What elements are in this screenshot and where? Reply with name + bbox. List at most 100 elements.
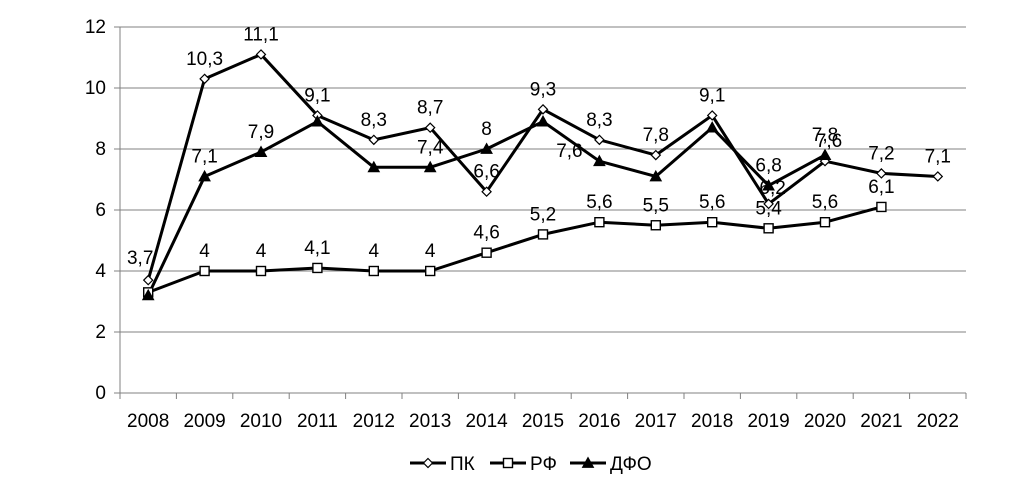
series-lines [141,49,944,301]
data-label: 4,1 [304,238,330,259]
x-tick-label: 2017 [635,411,677,432]
legend-item: РФ [490,454,557,475]
axes: 0 2 4 6 8 10 12 2008 2009 2010 2011 2012 2013 2014 201… [85,17,967,432]
point-marker-square [255,265,267,277]
point-marker-square [650,220,661,231]
point-marker-diamond [481,186,492,198]
x-tick-label: 2014 [465,411,508,432]
point-marker-diamond [422,457,434,469]
legend-label: ДФО [610,454,652,475]
data-label: 4 [199,241,210,262]
y-tick-label: 8 [95,139,106,160]
data-label: 5,6 [812,192,838,213]
point-marker-diamond [255,49,267,60]
point-marker-diamond [706,110,718,121]
point-marker-triangle [705,121,719,133]
legend-item: ДФО [570,454,652,475]
data-label: 7,6 [816,131,842,152]
data-label: 6,6 [473,162,499,183]
point-marker-triangle [254,145,268,157]
point-marker-diamond [142,274,154,286]
data-label: 9,1 [699,85,725,106]
point-marker-square [594,216,605,228]
point-marker-square [537,229,549,240]
data-label: 5,6 [586,192,612,213]
data-label: 7,8 [812,125,838,146]
x-tick-label: 2010 [240,411,282,432]
data-label: 6,2 [759,178,785,199]
point-marker-triangle [593,154,606,167]
point-marker-diamond [368,134,380,146]
point-marker-triangle [198,169,211,182]
data-label: 7,4 [417,137,444,158]
point-marker-diamond [932,171,944,182]
y-tick-label: 2 [95,322,106,343]
data-label: 4 [256,241,267,262]
data-label: 8,7 [417,98,443,119]
point-marker-triangle [141,288,155,301]
data-label: 6,1 [868,177,894,198]
data-label: 5,4 [755,198,782,219]
data-label: 7,1 [191,146,217,167]
x-tick-label: 2022 [917,411,959,432]
point-marker-triangle [649,169,663,182]
point-marker-diamond [876,168,887,179]
data-label: 8,3 [361,110,387,131]
point-marker-diamond [650,149,662,161]
y-tick-label: 4 [95,261,106,282]
x-tick-label: 2020 [804,411,846,432]
point-marker-triangle [423,160,437,173]
data-label: 3,7 [127,248,153,269]
series-line-2 [147,205,882,294]
point-marker-triangle [311,115,324,127]
data-label: 5,2 [530,204,556,225]
point-marker-diamond [763,198,774,210]
x-tick-label: 2009 [183,411,225,432]
point-marker-square [819,216,831,228]
point-marker-triangle [818,148,832,160]
point-marker-diamond [424,122,436,133]
x-tick-label: 2011 [297,411,338,432]
data-label: 7,2 [868,143,894,164]
data-label: 9,1 [304,85,330,106]
point-marker-square [312,262,323,274]
data-label: 7,1 [925,146,951,167]
data-label: 4,6 [473,223,499,244]
point-marker-triangle [367,160,381,173]
point-marker-square [199,265,210,277]
data-label: 10,3 [186,49,223,70]
point-marker-square [368,265,379,277]
x-tick-label: 2018 [691,411,733,432]
point-marker-triangle [536,115,550,127]
data-label: 6,8 [755,156,781,177]
data-labels: 3,7 10,3 11,1 9,1 8,3 8,7 6,6 9,3 8,3 7,8 9,1 6,2 7,… [127,24,951,269]
point-marker-triangle [480,142,493,154]
point-marker-square [502,457,514,469]
point-marker-square [876,201,887,213]
data-label: 7,8 [643,125,669,146]
legend: ПК РФ ДФО [410,454,652,475]
point-marker-diamond [537,104,549,115]
data-label: 4 [425,241,436,262]
y-tick-label: 6 [95,200,106,221]
x-tick-label: 2013 [409,411,451,432]
data-label: 4 [369,241,380,262]
point-marker-square [707,216,718,228]
data-label: 5,6 [699,192,725,213]
point-marker-square [425,265,436,277]
point-marker-diamond [594,134,605,146]
data-label: 7,9 [248,122,274,143]
y-tick-label: 12 [85,17,106,38]
x-tick-label: 2012 [353,411,395,432]
point-marker-diamond [199,73,210,85]
legend-item: ПК [410,454,475,475]
x-tick-label: 2016 [578,411,620,432]
x-tick-label: 2019 [747,411,789,432]
data-label: 9,3 [530,79,556,100]
legend-label: ПК [450,454,475,475]
x-tick-label: 2021 [860,411,902,432]
data-label: 8 [481,119,492,140]
point-marker-triangle [762,179,775,191]
x-tick-label: 2008 [127,411,169,432]
